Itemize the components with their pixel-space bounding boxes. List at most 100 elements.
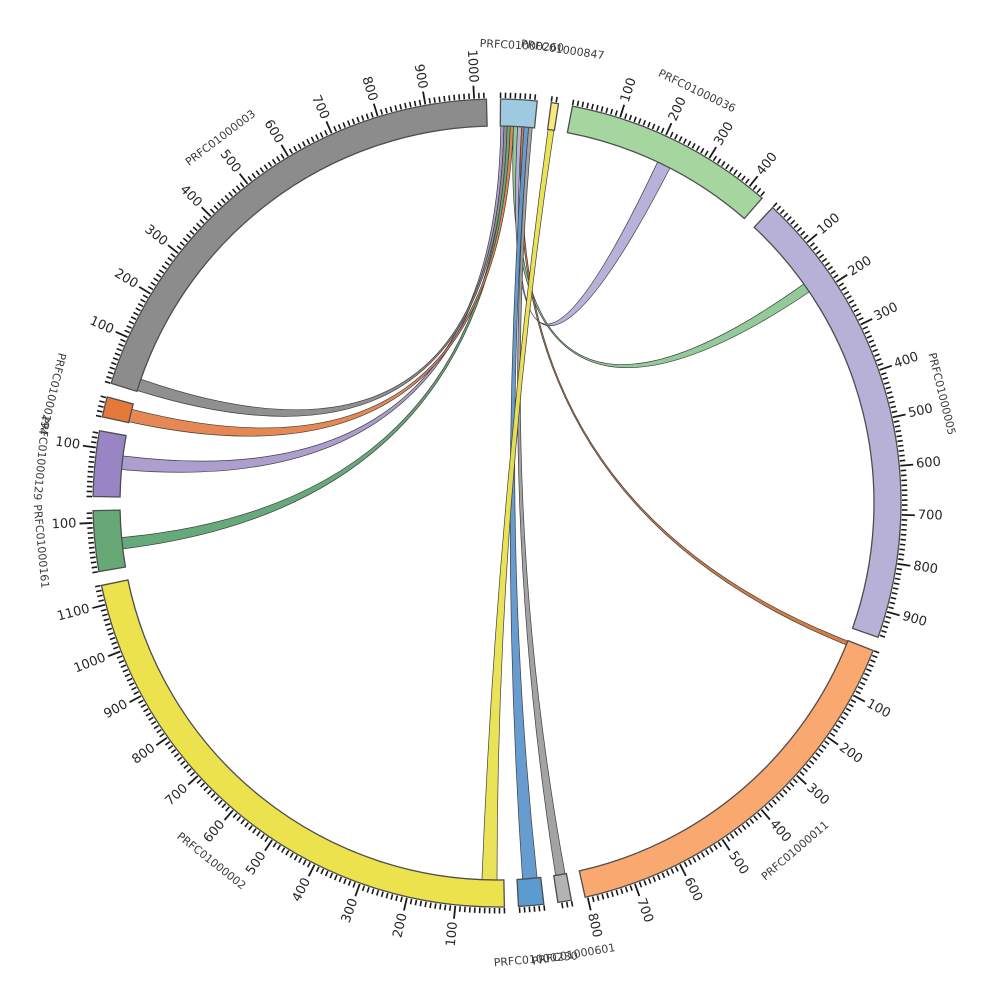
minor-tick [458, 906, 462, 912]
minor-tick [674, 866, 679, 872]
minor-tick [745, 821, 751, 828]
tick-label-PRFC01000036-200: 200 [666, 95, 690, 124]
minor-tick [666, 870, 670, 877]
minor-tick [228, 191, 234, 197]
minor-tick [809, 759, 815, 765]
minor-tick [793, 223, 799, 229]
minor-tick [895, 429, 902, 433]
minor-tick [306, 138, 311, 145]
minor-tick [700, 147, 705, 154]
minor-tick [899, 454, 905, 457]
minor-tick [293, 145, 298, 152]
minor-tick [111, 641, 117, 645]
minor-tick [186, 767, 192, 773]
minor-tick [581, 101, 585, 108]
minor-tick [882, 376, 889, 381]
minor-tick [862, 325, 869, 330]
minor-tick [881, 629, 887, 634]
minor-tick [370, 111, 374, 118]
minor-tick [434, 903, 437, 909]
minor-tick [875, 358, 882, 362]
minor-tick [196, 222, 202, 228]
minor-tick [894, 425, 901, 428]
minor-tick [779, 792, 785, 798]
minor-tick [688, 859, 693, 865]
minor-tick [343, 878, 347, 885]
minor-tick [752, 184, 758, 190]
tick-label-PRFC01000005-500: 500 [907, 401, 934, 421]
major-tick [307, 864, 316, 877]
minor-tick [217, 201, 223, 207]
minor-tick [145, 712, 152, 717]
tick-label-PRFC01000003-400: 400 [177, 182, 205, 210]
major-tick [238, 173, 249, 185]
minor-tick [792, 778, 798, 784]
minor-tick [832, 728, 839, 733]
minor-tick [768, 802, 774, 808]
minor-tick [263, 164, 269, 170]
minor-tick [643, 880, 647, 886]
major-tick [472, 85, 476, 99]
minor-tick [775, 795, 781, 802]
minor-tick [155, 273, 162, 278]
minor-tick [302, 859, 307, 866]
minor-tick [264, 836, 269, 843]
tick-label-PRFC01000011-500: 500 [725, 849, 751, 878]
minor-tick [214, 796, 220, 802]
minor-tick [896, 567, 903, 571]
sector-band-PRFC01000230 [516, 876, 545, 908]
minor-tick [120, 338, 126, 343]
minor-tick [104, 622, 111, 627]
minor-tick [729, 833, 735, 839]
minor-tick [899, 543, 906, 546]
minor-tick [620, 888, 624, 895]
major-tick [665, 122, 673, 136]
minor-tick [95, 414, 102, 418]
minor-tick [853, 308, 860, 313]
minor-tick [891, 410, 898, 414]
minor-tick [818, 253, 825, 259]
minor-tick [213, 205, 219, 211]
minor-tick [829, 732, 836, 737]
minor-tick [713, 844, 718, 850]
minor-tick [651, 123, 656, 130]
major-tick [82, 444, 96, 449]
minor-tick [605, 107, 609, 114]
minor-tick [130, 316, 137, 321]
tick-label-PRFC01000002-1100: 1100 [56, 602, 92, 625]
minor-tick [691, 143, 696, 149]
minor-tick [133, 690, 140, 695]
minor-tick [550, 96, 553, 102]
sectors-layer [92, 98, 902, 908]
minor-tick [805, 763, 812, 769]
minor-tick [147, 285, 154, 291]
minor-tick [153, 724, 160, 730]
major-tick [129, 695, 142, 704]
minor-tick [855, 690, 861, 695]
sector-band-PRFC01000003 [110, 98, 488, 393]
sector-band-PRFC01000260 [499, 98, 538, 129]
minor-tick [870, 344, 877, 348]
minor-tick [838, 282, 845, 287]
minor-tick [889, 601, 896, 605]
minor-tick [873, 650, 880, 654]
minor-tick [133, 311, 139, 316]
minor-tick [88, 541, 95, 544]
minor-tick [150, 281, 156, 286]
major-tick [167, 244, 179, 254]
minor-tick [220, 198, 226, 204]
minor-tick [217, 799, 223, 805]
minor-tick [298, 857, 303, 863]
minor-tick [824, 740, 830, 746]
minor-tick [660, 127, 665, 134]
major-tick [892, 413, 906, 419]
tick-label-PRFC01000011-100: 100 [864, 696, 893, 721]
sector-label-PRFC01000260: PRFC01000260 [479, 37, 564, 55]
minor-tick [126, 677, 133, 682]
tick-label-PRFC01000036-100: 100 [618, 76, 640, 104]
minor-tick [158, 269, 165, 274]
minor-tick [306, 861, 311, 868]
major-tick [453, 905, 457, 919]
